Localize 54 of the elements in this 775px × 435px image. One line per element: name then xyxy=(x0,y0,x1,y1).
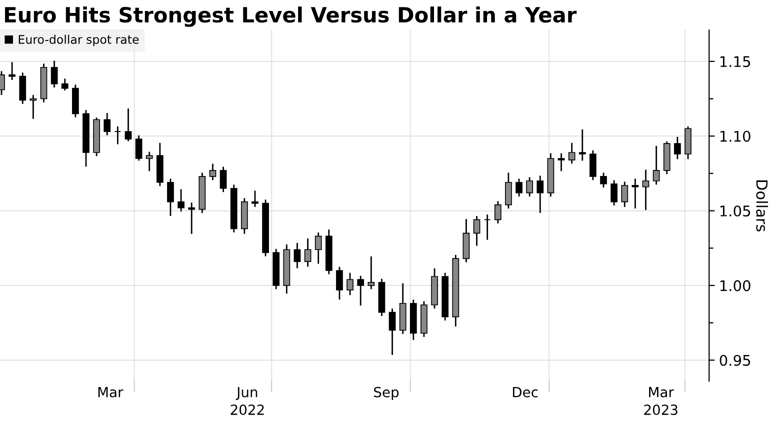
candlestick xyxy=(304,238,312,267)
candlestick xyxy=(505,172,512,208)
candlestick xyxy=(632,178,639,208)
x-tick-label: Sep xyxy=(374,386,399,400)
candlestick xyxy=(674,136,681,160)
candlestick xyxy=(314,232,322,264)
y-axis-title: Dollars xyxy=(756,180,768,232)
y-tick-label: 1.05 xyxy=(720,205,750,217)
candlestick xyxy=(578,129,586,161)
chart-title: Euro Hits Strongest Level Versus Dollar in a Year xyxy=(5,6,577,27)
candlestick xyxy=(388,308,396,355)
candlestick xyxy=(61,78,68,90)
candlestick xyxy=(209,164,216,180)
candlestick xyxy=(494,201,502,224)
candlestick xyxy=(652,146,660,185)
candlestick xyxy=(558,153,565,172)
candlestick xyxy=(19,72,26,104)
candlestick xyxy=(50,60,58,88)
candlestick xyxy=(536,176,544,213)
candlestick xyxy=(642,170,650,210)
candlestick xyxy=(124,108,132,142)
x-tick-label: Dec xyxy=(512,387,538,398)
candlestick xyxy=(568,142,576,164)
candlestick xyxy=(8,62,16,80)
candlestick xyxy=(114,126,122,144)
candlestick xyxy=(178,189,184,212)
candlestick xyxy=(336,266,343,300)
candlestick xyxy=(294,242,301,268)
candlestick xyxy=(516,178,522,197)
candlestick xyxy=(167,178,174,216)
candlestick xyxy=(526,177,534,197)
x-tick-label: Mar 2023 xyxy=(644,387,678,416)
candlestick xyxy=(252,190,258,207)
candlestick xyxy=(484,214,491,240)
candlestick xyxy=(590,150,596,180)
candlestick xyxy=(104,112,111,136)
candlestick xyxy=(473,216,480,246)
x-tick-label: Jun 2022 xyxy=(230,387,264,416)
candlestick xyxy=(346,272,354,296)
y-tick-label: 1.00 xyxy=(720,280,750,292)
candlestick xyxy=(368,256,375,290)
candlestick xyxy=(621,182,628,207)
candlestick xyxy=(146,152,153,172)
x-tick-label: Mar xyxy=(98,387,124,398)
y-tick-label: 1.10 xyxy=(720,130,750,142)
y-tick-label: 0.95 xyxy=(720,354,750,366)
y-tick-label: 1.15 xyxy=(720,56,750,68)
candlestick xyxy=(357,276,364,306)
legend-label: Euro-dollar spot rate xyxy=(18,34,139,46)
candlestick xyxy=(188,202,196,234)
candlestick xyxy=(135,135,142,161)
candlestick xyxy=(220,166,227,192)
candlestick xyxy=(610,180,618,206)
candlestick xyxy=(600,172,607,188)
